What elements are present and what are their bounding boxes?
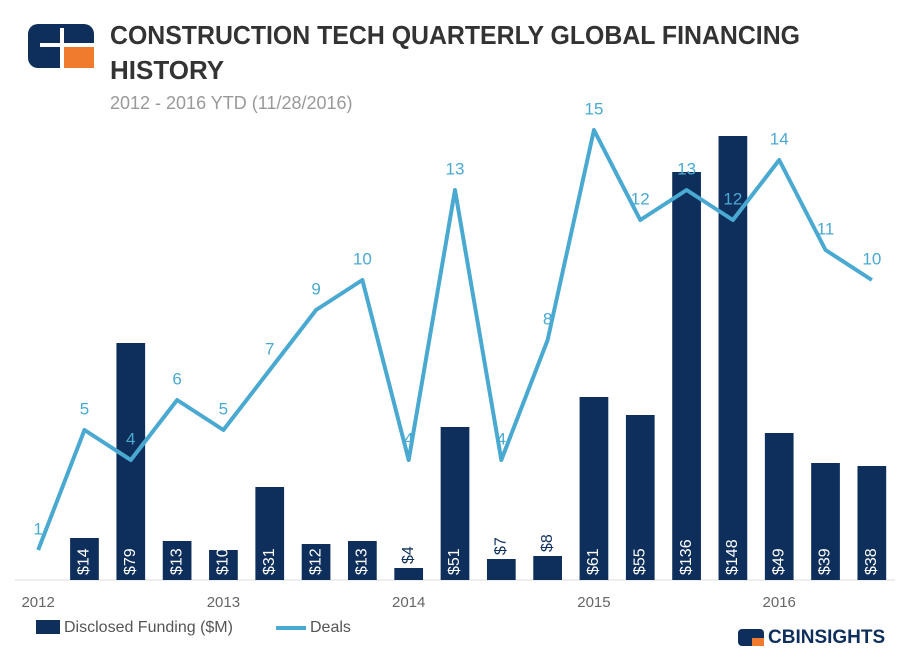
data-label: 14 — [770, 129, 789, 148]
data-label: 11 — [817, 219, 835, 238]
data-label: 5 — [80, 399, 89, 418]
bar — [579, 397, 609, 580]
chart-title: HISTORY — [110, 55, 224, 85]
data-label: 6 — [172, 369, 181, 388]
data-label: 4 — [404, 429, 413, 448]
x-tick-label: 2015 — [577, 594, 610, 611]
data-label: $61 — [585, 548, 602, 575]
brand-logo: CBINSIGHTS — [738, 627, 885, 648]
bar — [440, 427, 470, 580]
data-label: $51 — [446, 548, 463, 575]
bar — [672, 172, 701, 580]
data-label: 12 — [723, 189, 742, 208]
data-label: $8 — [539, 534, 556, 552]
data-label: 9 — [311, 279, 320, 298]
chart-title: CONSTRUCTION TECH QUARTERLY GLOBAL FINAN… — [110, 20, 800, 50]
data-label: $136 — [678, 539, 695, 575]
bar — [764, 433, 794, 580]
data-label: 8 — [543, 309, 552, 328]
data-label: 10 — [862, 249, 881, 268]
data-label: $13 — [354, 548, 371, 575]
data-label: 4 — [497, 429, 506, 448]
bar — [486, 559, 516, 580]
data-label: 4 — [126, 429, 135, 448]
logo-shape — [62, 46, 94, 68]
logo-shape — [60, 28, 64, 68]
bar — [811, 463, 840, 580]
bar — [255, 487, 285, 580]
line — [36, 128, 873, 551]
bar — [301, 544, 331, 580]
data-label: $39 — [817, 548, 834, 575]
bar — [70, 538, 99, 580]
data-label: $10 — [215, 548, 232, 575]
data-label: 15 — [584, 99, 603, 118]
logo-shape — [40, 43, 94, 47]
data-label: $49 — [770, 548, 787, 575]
chart-subtitle: 2012 - 2016 YTD (11/28/2016) — [110, 93, 353, 113]
bar — [348, 541, 377, 580]
data-label: $12 — [307, 548, 324, 575]
x-tick-label: 2012 — [21, 594, 54, 611]
bar — [394, 568, 424, 580]
data-label: 1 — [33, 519, 42, 538]
data-label: $79 — [122, 548, 139, 575]
bar — [162, 541, 192, 580]
data-label: $14 — [76, 548, 93, 575]
data-label: 12 — [631, 189, 650, 208]
data-label: $4 — [400, 546, 417, 564]
x-tick-label: 2013 — [207, 594, 240, 611]
data-label: $148 — [724, 539, 741, 575]
brand-icon — [752, 638, 764, 646]
data-label: $7 — [493, 537, 510, 555]
data-label: 13 — [446, 159, 465, 178]
data-label: $38 — [863, 548, 880, 575]
x-tick-label: 2016 — [763, 594, 796, 611]
legend-swatch — [36, 620, 60, 634]
legend-label: Deals — [310, 619, 351, 636]
bar — [625, 415, 655, 580]
bar — [857, 466, 887, 580]
data-label: 13 — [677, 159, 696, 178]
brand-text: CBINSIGHTS — [768, 627, 885, 648]
data-label: 10 — [353, 249, 372, 268]
data-label: $55 — [631, 548, 648, 575]
bar — [533, 556, 562, 580]
data-label: 7 — [265, 339, 274, 358]
x-tick-label: 2014 — [392, 594, 425, 611]
legend-label: Disclosed Funding ($M) — [64, 619, 233, 636]
logo — [28, 24, 94, 68]
data-label: 5 — [219, 399, 228, 418]
data-label: $31 — [261, 548, 278, 575]
bar — [209, 550, 238, 580]
data-label: $13 — [168, 548, 185, 575]
